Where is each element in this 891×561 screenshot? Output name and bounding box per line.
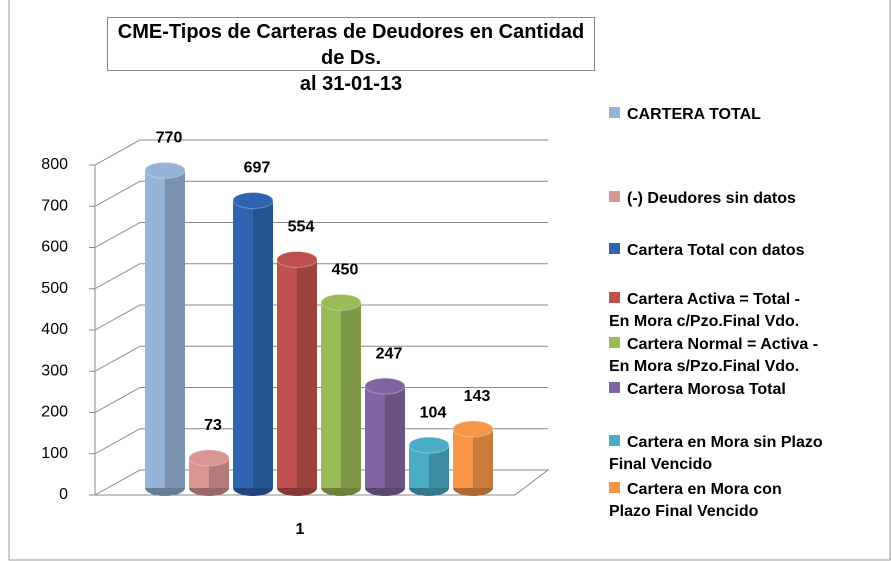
legend-entry: (-) Deudores sin datos	[609, 188, 796, 210]
legend-swatch	[609, 243, 620, 254]
grid-line	[94, 387, 548, 413]
grid-line	[94, 180, 548, 207]
legend-label: Cartera Total con datos	[627, 242, 805, 259]
data-label: 770	[156, 130, 183, 147]
bar-body	[277, 259, 317, 488]
legend-entry: Cartera Normal = Activa - En Mora s/Pzo.…	[609, 334, 818, 378]
grid-line	[94, 263, 548, 290]
legend-swatch	[609, 292, 620, 303]
y-tick-label: 500	[41, 280, 68, 297]
x-tick-label: 1	[296, 521, 305, 538]
bar	[276, 250, 318, 496]
bar	[364, 377, 406, 496]
bar	[408, 436, 450, 496]
legend-entry: Cartera en Mora sin Plazo Final Vencido	[609, 432, 823, 476]
data-label: 697	[244, 160, 271, 177]
data-label: 143	[464, 388, 491, 405]
bar	[452, 420, 494, 496]
legend-swatch	[609, 191, 620, 202]
grid-line	[94, 222, 548, 248]
bar-shade	[385, 386, 405, 488]
legend-entry: Cartera Activa = Total - En Mora c/Pzo.F…	[609, 289, 800, 333]
legend-entry: Cartera en Mora con Plazo Final Vencido	[609, 479, 782, 523]
bar-body	[233, 200, 273, 489]
chart-frame	[8, 0, 891, 561]
y-tick-label: 300	[41, 362, 68, 379]
bar	[320, 293, 362, 496]
data-label: 247	[376, 345, 403, 362]
y-tick-label: 400	[41, 321, 68, 338]
bar-top	[452, 420, 494, 438]
legend-label: (-) Deudores sin datos	[627, 190, 796, 207]
bar-top	[144, 161, 186, 179]
legend-entry: Cartera Morosa Total	[609, 379, 786, 401]
bar-body	[321, 302, 361, 488]
y-tick-label: 800	[41, 156, 68, 173]
y-tick-label: 0	[59, 486, 68, 503]
legend-swatch	[609, 107, 620, 118]
legend-label: Cartera Morosa Total	[627, 381, 786, 398]
grid-line	[94, 139, 548, 166]
bar-top	[232, 191, 274, 209]
bar-top	[188, 449, 230, 467]
legend-label: Cartera en Mora con Plazo Final Vencido	[609, 481, 782, 520]
bar-shade	[165, 170, 185, 488]
bar-shade	[473, 429, 493, 488]
bar-body	[453, 429, 493, 488]
y-tick-label: 200	[41, 404, 68, 421]
legend-entry: CARTERA TOTAL	[609, 104, 761, 126]
grid-line	[94, 345, 548, 372]
bar-top	[408, 436, 450, 454]
bar	[188, 449, 230, 496]
grid-line	[94, 304, 548, 331]
bar-top	[276, 250, 318, 268]
y-tick-label: 600	[41, 239, 68, 256]
legend-swatch	[609, 482, 620, 493]
legend-entry: Cartera Total con datos	[609, 240, 805, 262]
bar-shade	[341, 302, 361, 488]
legend-label: CARTERA TOTAL	[627, 106, 761, 123]
data-label: 73	[204, 417, 222, 434]
legend-label: Cartera Normal = Activa - En Mora s/Pzo.…	[609, 336, 819, 375]
chart-title: CME-Tipos de Carteras de Deudores en Can…	[107, 17, 595, 95]
legend-swatch	[609, 435, 620, 446]
data-label: 450	[332, 262, 359, 279]
bar	[144, 161, 186, 496]
legend-swatch	[609, 382, 620, 393]
bar-shade	[429, 445, 449, 488]
grid-line	[94, 428, 548, 455]
data-label: 104	[420, 404, 447, 421]
y-tick-label: 100	[41, 445, 68, 462]
legend-label: Cartera Activa = Total - En Mora c/Pzo.F…	[609, 291, 800, 330]
legend-swatch	[609, 337, 620, 348]
data-label: 554	[288, 219, 315, 236]
legend-label: Cartera en Mora sin Plazo Final Vencido	[609, 434, 823, 473]
bar-top	[364, 377, 406, 395]
bar	[232, 191, 274, 496]
bar-shade	[297, 259, 317, 488]
bar-shade	[253, 200, 273, 489]
bar-body	[365, 386, 405, 488]
bar-body	[145, 170, 185, 488]
y-tick-label: 700	[41, 197, 68, 214]
bar-top	[320, 293, 362, 311]
